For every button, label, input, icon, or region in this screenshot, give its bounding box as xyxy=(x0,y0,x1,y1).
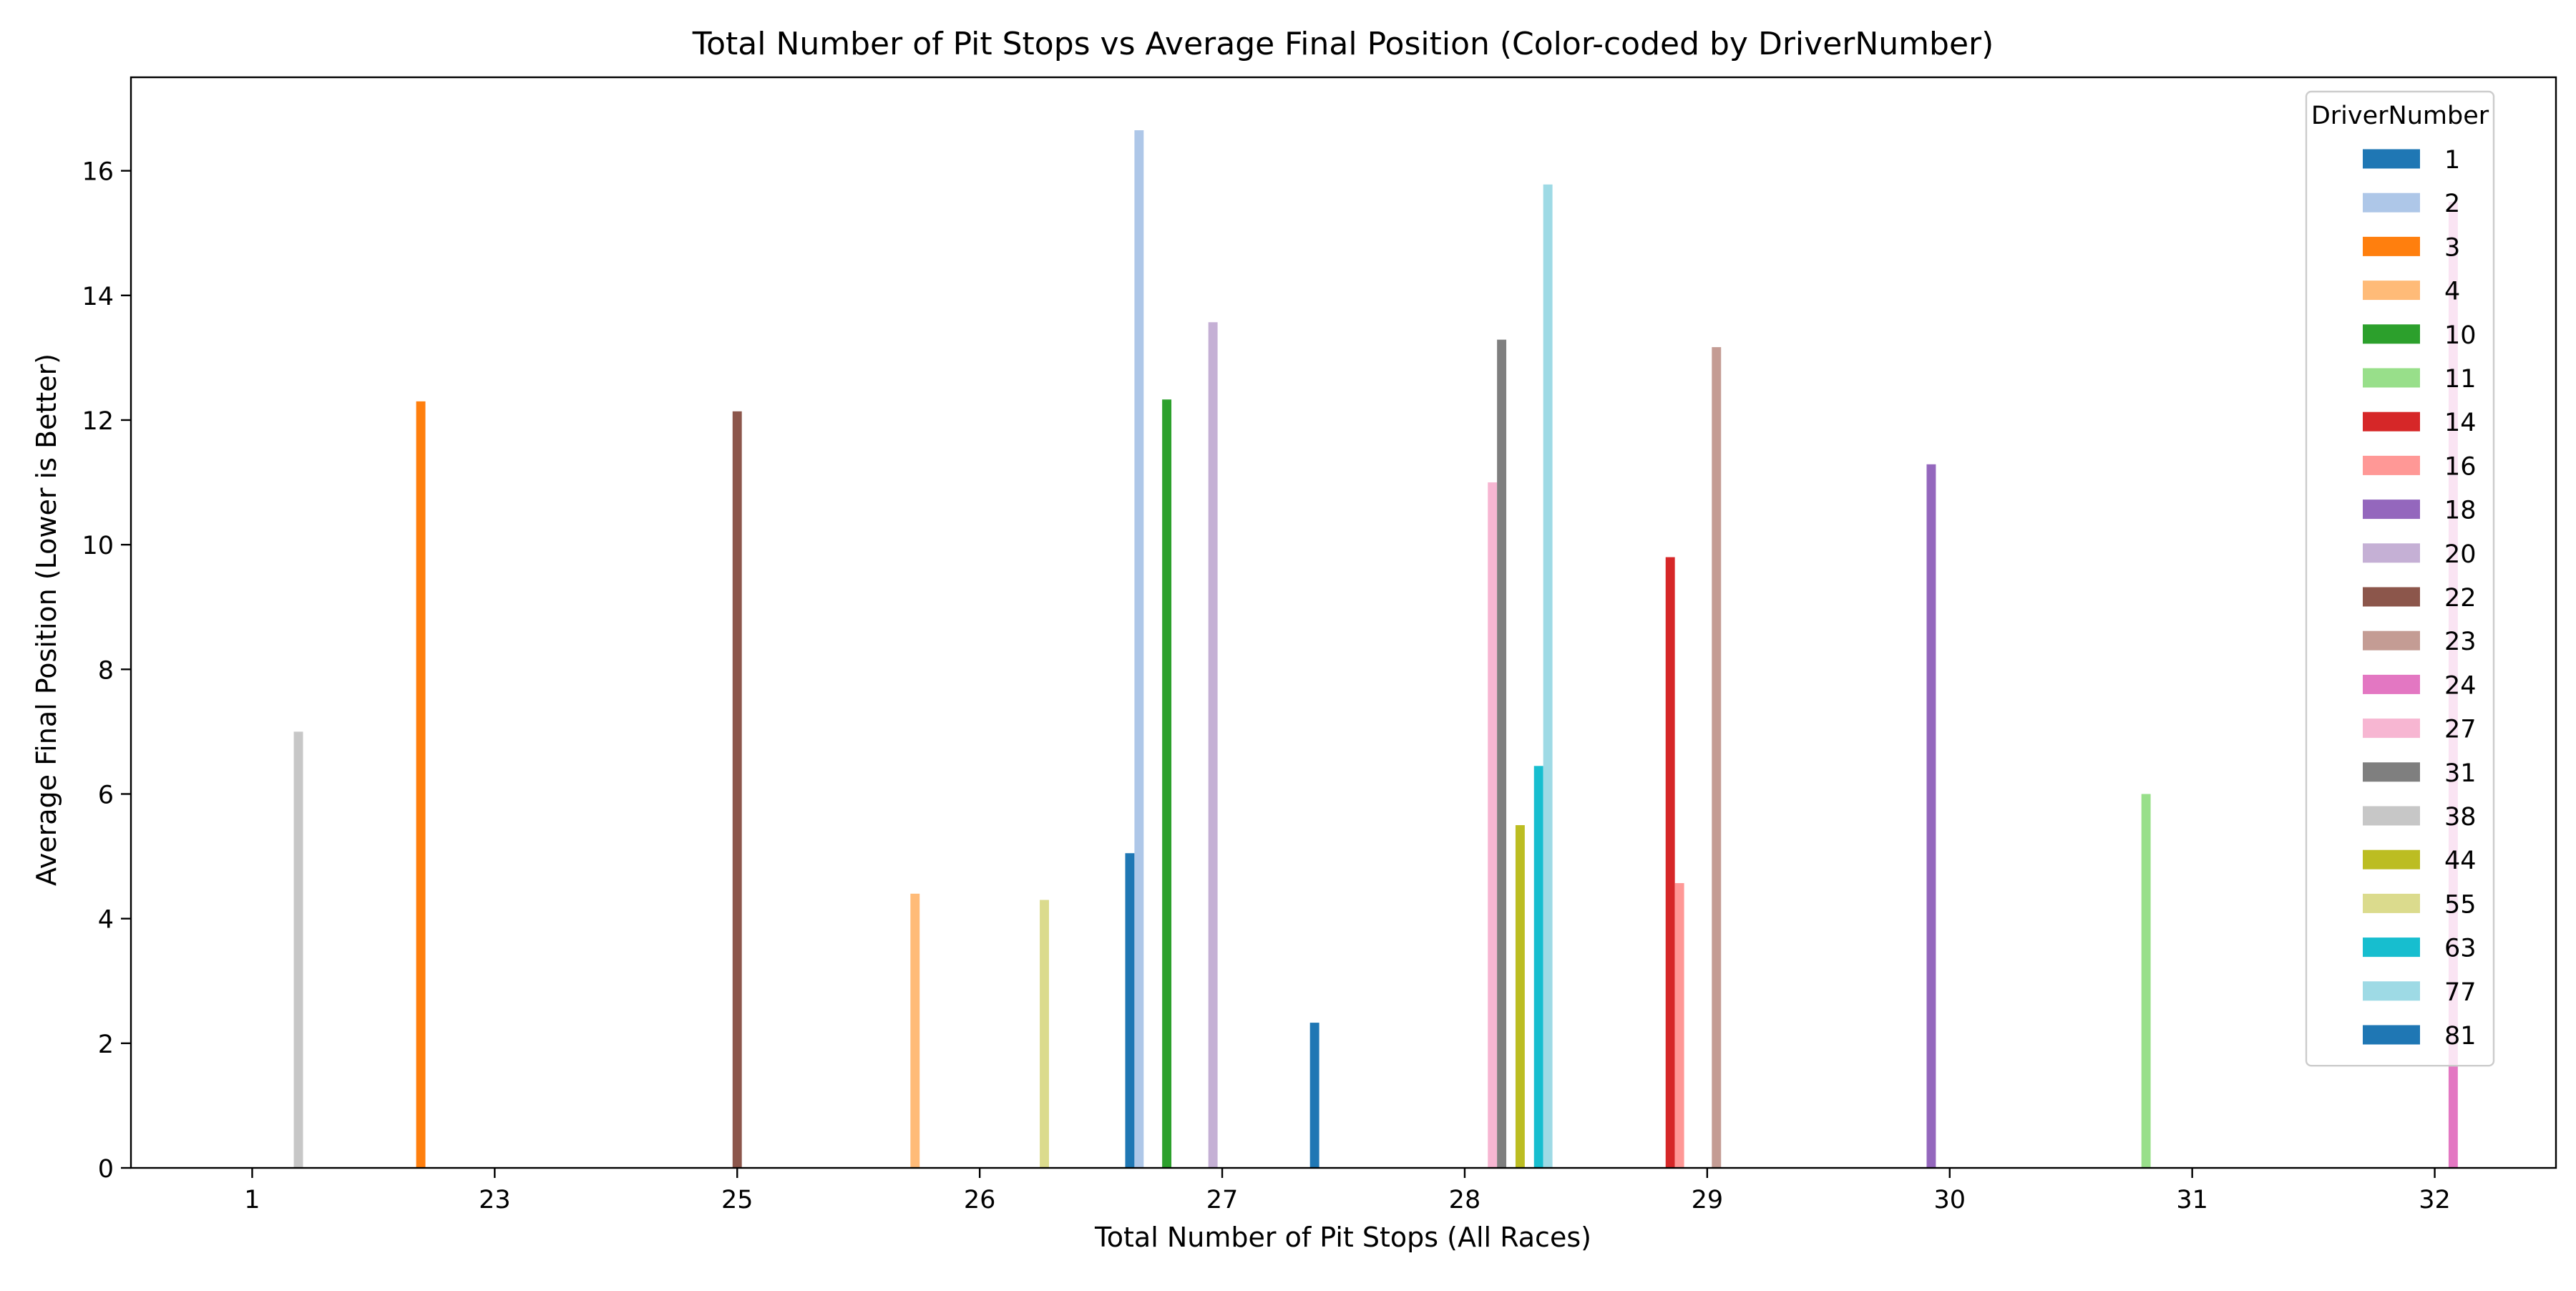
legend-label-27: 27 xyxy=(2444,716,2477,744)
x-tick-label: 29 xyxy=(1692,1186,1724,1214)
legend-swatch-3 xyxy=(2363,236,2420,256)
bar-driver-31 xyxy=(1497,339,1507,1168)
y-tick-label: 14 xyxy=(82,283,114,311)
y-tick-label: 0 xyxy=(98,1155,114,1184)
bar-driver-3 xyxy=(416,401,426,1168)
legend-swatch-18 xyxy=(2363,500,2420,520)
legend-swatch-20 xyxy=(2363,543,2420,563)
legend-label-77: 77 xyxy=(2444,978,2477,1007)
bar-driver-2 xyxy=(1134,130,1144,1168)
legend-swatch-22 xyxy=(2363,587,2420,607)
bar-driver-38 xyxy=(293,731,303,1168)
bar-driver-44 xyxy=(1515,825,1525,1168)
legend-swatch-14 xyxy=(2363,411,2420,432)
y-axis-label: Average Final Position (Lower is Better) xyxy=(31,354,62,886)
bar-driver-27 xyxy=(1488,482,1498,1168)
y-tick-label: 2 xyxy=(98,1031,114,1059)
bar-driver-4 xyxy=(910,893,920,1168)
legend-label-14: 14 xyxy=(2444,409,2477,437)
legend-swatch-31 xyxy=(2363,762,2420,782)
legend-label-23: 23 xyxy=(2444,628,2477,656)
bar-driver-81 xyxy=(1309,1023,1319,1168)
bar-driver-63 xyxy=(1533,766,1543,1168)
legend-label-2: 2 xyxy=(2444,190,2460,218)
legend-label-44: 44 xyxy=(2444,847,2477,875)
y-tick-label: 8 xyxy=(98,656,114,685)
legend-swatch-1 xyxy=(2363,149,2420,169)
legend-label-38: 38 xyxy=(2444,803,2477,832)
bar-driver-14 xyxy=(1665,557,1675,1168)
legend-title: DriverNumber xyxy=(2311,102,2489,130)
bar-driver-23 xyxy=(1712,347,1722,1169)
legend-swatch-38 xyxy=(2363,806,2420,826)
legend-label-1: 1 xyxy=(2444,146,2460,175)
legend-label-31: 31 xyxy=(2444,759,2477,788)
x-tick-label: 1 xyxy=(244,1186,260,1214)
legend-swatch-16 xyxy=(2363,455,2420,475)
bar-driver-20 xyxy=(1208,322,1218,1168)
legend-label-63: 63 xyxy=(2444,935,2477,963)
y-tick-label: 16 xyxy=(82,158,114,187)
bar-driver-10 xyxy=(1162,399,1172,1168)
legend-swatch-4 xyxy=(2363,281,2420,301)
x-tick-label: 32 xyxy=(2419,1186,2451,1214)
legend-box xyxy=(2305,90,2495,1067)
legend-label-55: 55 xyxy=(2444,890,2477,919)
x-tick-label: 26 xyxy=(964,1186,996,1214)
legend-label-22: 22 xyxy=(2444,584,2477,613)
legend-label-11: 11 xyxy=(2444,365,2477,394)
legend-swatch-44 xyxy=(2363,849,2420,869)
legend-label-18: 18 xyxy=(2444,497,2477,525)
bar-driver-1 xyxy=(1125,853,1135,1168)
legend-label-16: 16 xyxy=(2444,452,2477,481)
chart-title: Total Number of Pit Stops vs Average Fin… xyxy=(692,26,1994,62)
legend-swatch-81 xyxy=(2363,1025,2420,1045)
y-tick-label: 10 xyxy=(82,532,114,560)
x-tick-label: 23 xyxy=(479,1186,511,1214)
x-axis-label: Total Number of Pit Stops (All Races) xyxy=(1094,1222,1591,1253)
legend-swatch-11 xyxy=(2363,368,2420,388)
legend-label-81: 81 xyxy=(2444,1022,2477,1051)
bar-driver-16 xyxy=(1674,883,1684,1168)
legend-swatch-55 xyxy=(2363,893,2420,913)
x-tick-label: 31 xyxy=(2176,1186,2208,1214)
bar-driver-18 xyxy=(1926,464,1936,1168)
legend-swatch-77 xyxy=(2363,981,2420,1001)
legend-swatch-24 xyxy=(2363,674,2420,694)
legend-swatch-2 xyxy=(2363,193,2420,213)
bars-layer xyxy=(293,130,2458,1169)
y-tick-label: 4 xyxy=(98,906,114,935)
bar-driver-22 xyxy=(732,411,742,1168)
legend-label-10: 10 xyxy=(2444,321,2477,350)
x-tick-label: 25 xyxy=(721,1186,753,1214)
legend-swatch-23 xyxy=(2363,630,2420,651)
plot-frame xyxy=(130,76,2557,1169)
y-tick-label: 12 xyxy=(82,407,114,436)
legend-swatch-63 xyxy=(2363,937,2420,958)
legend: DriverNumber1234101114161820222324273138… xyxy=(2305,90,2495,1067)
legend-label-24: 24 xyxy=(2444,671,2477,700)
legend-label-4: 4 xyxy=(2444,278,2460,306)
bar-driver-11 xyxy=(2141,794,2151,1168)
legend-label-20: 20 xyxy=(2444,540,2477,569)
y-tick-label: 6 xyxy=(98,781,114,809)
legend-label-3: 3 xyxy=(2444,233,2460,262)
x-tick-label: 27 xyxy=(1206,1186,1239,1214)
x-tick-label: 30 xyxy=(1933,1186,1966,1214)
x-tick-label: 28 xyxy=(1449,1186,1481,1214)
bar-driver-55 xyxy=(1040,900,1049,1168)
legend-swatch-10 xyxy=(2363,324,2420,344)
bar-driver-77 xyxy=(1543,184,1553,1168)
legend-swatch-27 xyxy=(2363,718,2420,739)
